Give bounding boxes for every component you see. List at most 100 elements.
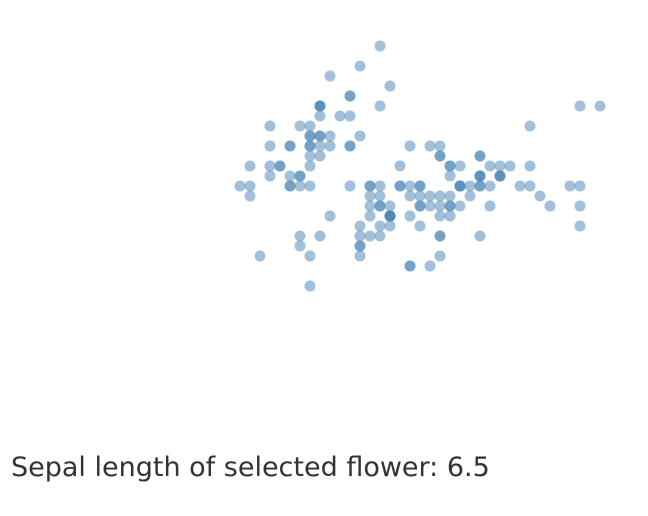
scatter-point[interactable]: [384, 200, 396, 212]
scatter-point[interactable]: [494, 160, 506, 172]
scatter-point[interactable]: [464, 190, 476, 202]
scatter-point[interactable]: [294, 230, 306, 242]
scatter-point[interactable]: [374, 200, 386, 212]
scatter-point[interactable]: [364, 210, 376, 222]
scatter-point[interactable]: [434, 140, 446, 152]
scatter-point[interactable]: [404, 140, 416, 152]
scatter-point[interactable]: [304, 140, 316, 152]
scatter-point[interactable]: [314, 230, 326, 242]
scatter-point[interactable]: [594, 100, 606, 112]
scatter-point[interactable]: [304, 120, 316, 132]
scatter-point[interactable]: [484, 180, 496, 192]
scatter-point[interactable]: [354, 250, 366, 262]
scatter-point[interactable]: [304, 130, 316, 142]
scatter-point[interactable]: [404, 260, 416, 272]
scatter-point[interactable]: [414, 180, 426, 192]
scatter-point[interactable]: [484, 200, 496, 212]
scatter-point[interactable]: [294, 240, 306, 252]
scatter-point[interactable]: [574, 100, 586, 112]
scatter-point[interactable]: [514, 180, 526, 192]
scatter-point[interactable]: [454, 160, 466, 172]
scatter-point[interactable]: [394, 160, 406, 172]
scatter-point[interactable]: [484, 160, 496, 172]
scatter-point[interactable]: [354, 230, 366, 242]
scatter-point[interactable]: [254, 250, 266, 262]
scatter-point[interactable]: [424, 200, 436, 212]
scatter-point[interactable]: [354, 240, 366, 252]
scatter-point[interactable]: [354, 60, 366, 72]
scatter-point[interactable]: [304, 280, 316, 292]
scatter-point[interactable]: [344, 140, 356, 152]
scatter-point[interactable]: [404, 190, 416, 202]
scatter-point[interactable]: [324, 210, 336, 222]
scatter-point[interactable]: [374, 180, 386, 192]
scatter-point[interactable]: [294, 170, 306, 182]
scatter-point[interactable]: [344, 110, 356, 122]
scatter-point[interactable]: [294, 180, 306, 192]
scatter-point[interactable]: [364, 230, 376, 242]
scatter-point[interactable]: [434, 210, 446, 222]
scatter-point[interactable]: [434, 230, 446, 242]
scatter-point[interactable]: [524, 120, 536, 132]
scatter-point[interactable]: [324, 130, 336, 142]
scatter-point[interactable]: [544, 200, 556, 212]
scatter-point[interactable]: [444, 210, 456, 222]
scatter-point[interactable]: [334, 110, 346, 122]
scatter-point[interactable]: [474, 150, 486, 162]
scatter-point[interactable]: [284, 140, 296, 152]
scatter-point[interactable]: [374, 220, 386, 232]
scatter-point[interactable]: [474, 230, 486, 242]
scatter-point[interactable]: [474, 180, 486, 192]
scatter-point[interactable]: [434, 200, 446, 212]
scatter-point[interactable]: [314, 130, 326, 142]
scatter-point[interactable]: [364, 180, 376, 192]
scatter-point[interactable]: [384, 210, 396, 222]
scatter-point[interactable]: [304, 150, 316, 162]
scatter-point[interactable]: [354, 130, 366, 142]
scatter-point[interactable]: [294, 120, 306, 132]
scatter-point[interactable]: [434, 190, 446, 202]
scatter-point[interactable]: [574, 200, 586, 212]
scatter-point[interactable]: [324, 140, 336, 152]
scatter-point[interactable]: [234, 180, 246, 192]
scatter-point[interactable]: [414, 190, 426, 202]
scatter-point[interactable]: [454, 200, 466, 212]
scatter-point[interactable]: [474, 170, 486, 182]
scatter-point[interactable]: [524, 160, 536, 172]
scatter-point[interactable]: [434, 150, 446, 162]
scatter-point[interactable]: [264, 170, 276, 182]
scatter-point[interactable]: [274, 160, 286, 172]
scatter-point[interactable]: [314, 140, 326, 152]
scatter-point[interactable]: [374, 40, 386, 52]
scatter-point[interactable]: [364, 200, 376, 212]
scatter-point[interactable]: [504, 160, 516, 172]
scatter-point[interactable]: [424, 190, 436, 202]
scatter-point[interactable]: [374, 230, 386, 242]
scatter-point[interactable]: [574, 180, 586, 192]
scatter-point[interactable]: [314, 100, 326, 112]
scatter-point[interactable]: [424, 260, 436, 272]
scatter-point[interactable]: [424, 140, 436, 152]
scatter-point[interactable]: [444, 200, 456, 212]
scatter-point[interactable]: [444, 190, 456, 202]
scatter-point[interactable]: [344, 90, 356, 102]
scatter-point[interactable]: [384, 220, 396, 232]
scatter-point[interactable]: [444, 160, 456, 172]
scatter-point[interactable]: [264, 120, 276, 132]
scatter-point[interactable]: [374, 190, 386, 202]
scatter-point[interactable]: [404, 210, 416, 222]
scatter-point[interactable]: [454, 180, 466, 192]
scatter-point[interactable]: [324, 70, 336, 82]
scatter-point[interactable]: [284, 170, 296, 182]
scatter-point[interactable]: [434, 250, 446, 262]
scatter-point[interactable]: [304, 160, 316, 172]
scatter-point[interactable]: [534, 190, 546, 202]
scatter-point[interactable]: [464, 180, 476, 192]
scatter-point[interactable]: [264, 160, 276, 172]
scatter-point[interactable]: [404, 180, 416, 192]
scatter-point[interactable]: [564, 180, 576, 192]
scatter-point[interactable]: [304, 250, 316, 262]
scatter-point[interactable]: [264, 140, 276, 152]
scatter-point[interactable]: [244, 190, 256, 202]
scatter-point[interactable]: [414, 220, 426, 232]
